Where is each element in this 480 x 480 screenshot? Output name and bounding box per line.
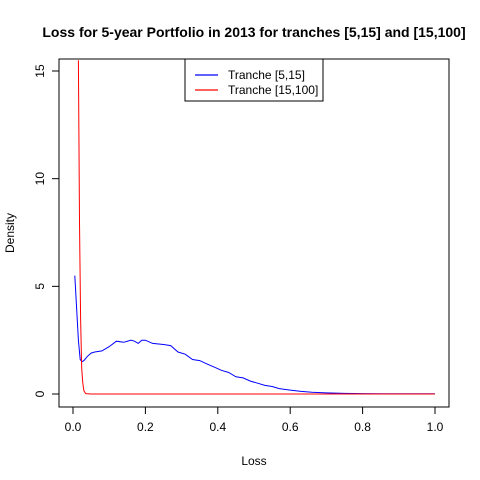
series-line-tranche-15-100 bbox=[77, 60, 435, 395]
chart-title: Loss for 5-year Portfolio in 2013 for tr… bbox=[42, 24, 465, 40]
legend-box bbox=[184, 58, 324, 102]
y-axis-label: Density bbox=[3, 213, 17, 253]
x-tick-label: 0.6 bbox=[282, 420, 299, 434]
x-axis-label: Loss bbox=[241, 454, 266, 468]
series-line-tranche-5-15 bbox=[74, 275, 435, 395]
y-tick-label: 5 bbox=[33, 283, 47, 290]
y-tick-label: 10 bbox=[33, 172, 47, 186]
y-axis: 0 5 10 15 bbox=[33, 64, 59, 397]
legend-label-tranche-15-100: Tranche [15,100] bbox=[228, 83, 318, 97]
x-tick-label: 0.2 bbox=[137, 420, 154, 434]
x-axis: 0.0 0.2 0.4 0.6 0.8 1.0 bbox=[65, 407, 444, 434]
legend: Tranche [5,15] Tranche [15,100] bbox=[184, 58, 324, 102]
series-layer bbox=[74, 60, 435, 395]
plot-frame bbox=[58, 58, 450, 408]
x-tick-label: 0.8 bbox=[354, 420, 371, 434]
y-tick-label: 0 bbox=[33, 390, 47, 397]
legend-label-tranche-5-15: Tranche [5,15] bbox=[228, 68, 305, 82]
x-tick-label: 0.4 bbox=[209, 420, 226, 434]
x-tick-label: 0.0 bbox=[65, 420, 82, 434]
y-tick-label: 15 bbox=[33, 64, 47, 78]
x-tick-label: 1.0 bbox=[427, 420, 444, 434]
